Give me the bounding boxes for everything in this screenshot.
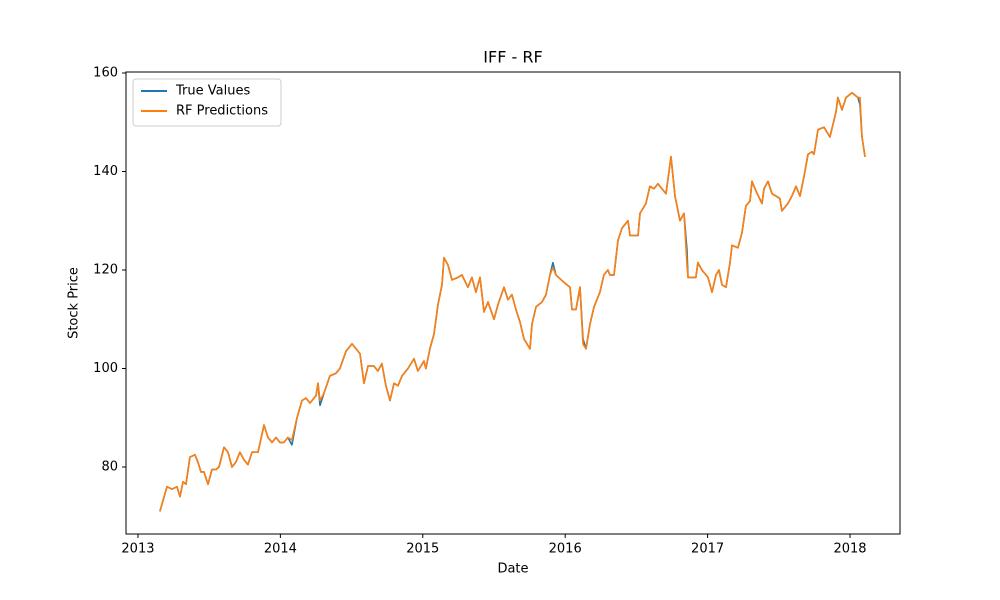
- series-line: [159, 91, 866, 512]
- y-tick-label: 100: [93, 361, 118, 376]
- plot-area: [125, 71, 901, 535]
- y-tick-label: 120: [93, 263, 118, 278]
- y-axis-label: Stock Price: [67, 267, 82, 339]
- x-tick-label: 2013: [121, 542, 154, 557]
- x-tick-label: 2016: [549, 542, 582, 557]
- x-tick-label: 2017: [691, 542, 724, 557]
- y-tick-label: 80: [101, 460, 118, 475]
- chart-title: IFF - RF: [483, 48, 542, 67]
- x-tick-label: 2015: [406, 542, 439, 557]
- x-tick-label: 2018: [833, 542, 866, 557]
- x-tick-label: 2014: [264, 542, 297, 557]
- legend: True Values RF Predictions: [132, 78, 282, 127]
- y-tick-label: 160: [93, 65, 118, 80]
- series-line: [159, 91, 866, 512]
- x-axis-label: Date: [497, 562, 528, 577]
- legend-label: True Values: [175, 84, 250, 99]
- legend-box: [132, 78, 282, 127]
- y-tick-label: 140: [93, 164, 118, 179]
- legend-label: RF Predictions: [176, 104, 268, 119]
